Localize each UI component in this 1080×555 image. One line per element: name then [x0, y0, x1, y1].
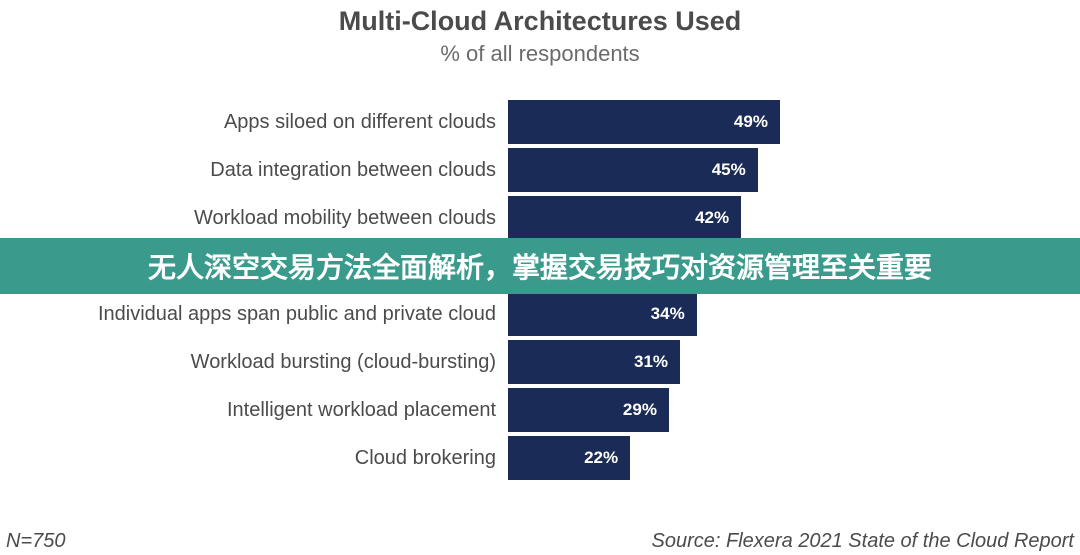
chart-row: Workload mobility between clouds 42%	[0, 194, 1080, 242]
bar: 29%	[508, 388, 669, 432]
bar-value: 49%	[734, 112, 768, 132]
bar-value: 34%	[651, 304, 685, 324]
bar-track: 29%	[508, 386, 1063, 434]
bar-track: 49%	[508, 98, 1063, 146]
footer-source: Source: Flexera 2021 State of the Cloud …	[652, 530, 1074, 553]
bar-track: 42%	[508, 194, 1063, 242]
bar-label: Cloud brokering	[0, 447, 508, 470]
chart-title: Multi-Cloud Architectures Used	[0, 0, 1080, 37]
bar-label: Workload bursting (cloud-bursting)	[0, 351, 508, 374]
bar-label: Apps siloed on different clouds	[0, 111, 508, 134]
bar-value: 31%	[634, 352, 668, 372]
bar-track: 22%	[508, 434, 1063, 482]
bar-track: 31%	[508, 338, 1063, 386]
overlay-banner: 无人深空交易方法全面解析，掌握交易技巧对资源管理至关重要	[0, 238, 1080, 294]
bar: 22%	[508, 436, 630, 480]
bar-label: Individual apps span public and private …	[0, 303, 508, 326]
bar: 45%	[508, 148, 758, 192]
chart-row: Intelligent workload placement 29%	[0, 386, 1080, 434]
bar-value: 22%	[584, 448, 618, 468]
bar: 34%	[508, 292, 697, 336]
bar: 42%	[508, 196, 741, 240]
bar: 49%	[508, 100, 780, 144]
bar-track: 34%	[508, 290, 1063, 338]
bar-label: Intelligent workload placement	[0, 399, 508, 422]
chart-row: Data integration between clouds 45%	[0, 146, 1080, 194]
chart-page: Multi-Cloud Architectures Used % of all …	[0, 0, 1080, 555]
overlay-text: 无人深空交易方法全面解析，掌握交易技巧对资源管理至关重要	[148, 246, 932, 286]
bar-track: 45%	[508, 146, 1063, 194]
chart-area: Apps siloed on different clouds 49% Data i…	[0, 98, 1080, 498]
chart-row: Apps siloed on different clouds 49%	[0, 98, 1080, 146]
chart-row: Workload bursting (cloud-bursting) 31%	[0, 338, 1080, 386]
footer-sample-size: N=750	[6, 530, 66, 553]
chart-row: Cloud brokering 22%	[0, 434, 1080, 482]
bar-value: 45%	[712, 160, 746, 180]
bar: 31%	[508, 340, 680, 384]
bar-value: 42%	[695, 208, 729, 228]
chart-footer: N=750 Source: Flexera 2021 State of the …	[0, 530, 1080, 555]
chart-subtitle: % of all respondents	[0, 41, 1080, 67]
bar-label: Data integration between clouds	[0, 159, 508, 182]
bar-value: 29%	[623, 400, 657, 420]
bar-label: Workload mobility between clouds	[0, 207, 508, 230]
chart-row: Individual apps span public and private …	[0, 290, 1080, 338]
